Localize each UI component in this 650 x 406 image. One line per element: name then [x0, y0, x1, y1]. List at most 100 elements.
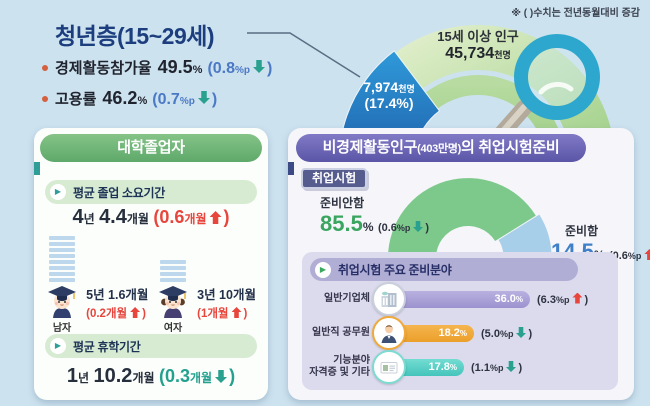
female-value: 3년 10개월: [197, 288, 256, 302]
arrow-down-icon: [413, 221, 423, 232]
bar-value: 18.2: [438, 326, 460, 339]
change-value: (0.6: [153, 207, 185, 227]
title-rest: 의 취업시험준비: [460, 139, 560, 156]
title-main: 비경제활동인구: [322, 139, 418, 156]
section-label: 평균 졸업 소요기간: [73, 185, 165, 200]
panel-accent-tab: [288, 162, 294, 175]
participation-rate-line: 경제활동참가율 49.5 % (0.8 %p ): [42, 57, 272, 78]
footnote: ※ ( )수치는 전년동월대비 증감: [511, 8, 640, 19]
change-value: (0.3: [158, 366, 191, 386]
indicator-value: 46.2: [102, 88, 138, 108]
bar-label: 일반직 공무원: [302, 327, 370, 339]
bullet-icon: [42, 64, 48, 71]
key-indicators: 경제활동참가율 49.5 % (0.8 %p ) 고용률 46.2 % (0.7…: [42, 57, 272, 109]
certificate-card-icon: [372, 350, 406, 384]
months-unit: 개월: [132, 371, 155, 385]
exam-badge: 취업시험: [301, 168, 368, 189]
bar-certificates: 17.8%: [388, 358, 464, 376]
change-value: (1.1: [471, 361, 490, 374]
arrow-down-icon: [253, 60, 265, 73]
prep-fields-title-pill: ▶ 취업시험 주요 준비분야: [310, 258, 578, 281]
building-icon: [372, 282, 406, 316]
bar-label-line1: 기능분야: [333, 355, 370, 366]
years-value: 1: [66, 365, 78, 387]
youth-wedge-label: 7,974천명 (17.4%): [344, 79, 434, 111]
section-graduation-duration: ▶ 평균 졸업 소요기간: [45, 180, 257, 204]
arrow-up-icon: [231, 307, 242, 318]
change-unit: %p: [499, 328, 514, 339]
paren: ): [518, 361, 523, 374]
population-unit: 천명: [494, 50, 511, 60]
arrow-up-icon: [572, 292, 583, 304]
bar-label-line2: 자격증 및 기타: [309, 367, 370, 378]
arrow-up-icon: [130, 307, 141, 318]
exam-prep-panel: 비경제활동인구(403만명)의 취업시험준비 취업시험 준비안함 85.5% (…: [288, 128, 650, 400]
bar-label: 일반기업체: [302, 293, 370, 305]
not-preparing-slice: [388, 178, 536, 254]
civil-servant-icon: [372, 316, 406, 350]
female-label: 여자: [163, 323, 183, 334]
years-unit: 년: [83, 212, 95, 226]
months-value: 10.2: [93, 365, 133, 387]
years-unit: 년: [78, 371, 90, 385]
connector-line: [247, 32, 361, 78]
change-unit: %p: [396, 223, 411, 233]
arrow-down-icon: [516, 327, 526, 338]
bar-value: 36.0: [494, 292, 516, 305]
page-title: 청년층(15~29세): [55, 23, 215, 49]
indicator-change: (0.8: [207, 60, 236, 77]
paren: ): [142, 308, 146, 320]
female-change: (1개월): [197, 305, 264, 321]
prep-fields-subpanel: ▶ 취업시험 주요 준비분야 일반기업체: [302, 252, 618, 390]
leave-duration-value: 1년 10.2개월 (0.3개월): [34, 365, 268, 388]
chevron-right-icon: ▶: [315, 261, 331, 278]
male-graduate-icon: [48, 286, 77, 318]
male-change-value: (0.2개월: [86, 308, 128, 320]
population-value-line: 45,734천명: [398, 45, 558, 63]
bar-label-line1: 일반직 공무원: [312, 327, 370, 338]
graduates-panel-title: 대학졸업자: [40, 134, 262, 162]
paren: ): [267, 60, 273, 77]
paren: ): [528, 327, 533, 340]
paren: ): [243, 308, 248, 320]
youth-share: (17.4%): [364, 95, 414, 111]
male-figure-column: 남자: [42, 234, 82, 334]
section-leave-duration: ▶ 평균 휴학기간: [45, 334, 257, 358]
male-label: 남자: [52, 323, 72, 334]
bullet-icon: [42, 95, 48, 102]
graduates-panel: 대학졸업자 ▶ 평균 졸업 소요기간 4년 4.4개월 (0.6개월): [34, 128, 268, 400]
bar-row-civil-servant: 일반직 공무원 18.2% (5.0%p): [302, 316, 618, 350]
bar-change: (1.1%p): [471, 361, 522, 374]
graduation-duration-value: 4년 4.4개월 (0.6개월): [34, 206, 268, 229]
indicator-value: 49.5: [157, 57, 193, 77]
change-value: (6.3: [537, 293, 556, 306]
paren: ): [425, 222, 430, 234]
gender-comparison: 남자 5년 1.6개월 (0.2개월) 여자: [42, 234, 264, 334]
change-value: (5.0: [481, 327, 500, 340]
female-duration-bars: [160, 260, 187, 282]
months-value: 4.4: [99, 206, 127, 228]
youth-unit: 천명: [398, 84, 415, 94]
bar-label: 기능분야 자격증 및 기타: [302, 355, 370, 379]
paren: ): [584, 293, 589, 306]
indicator-change-unit: %p: [235, 65, 251, 76]
arrow-down-icon: [506, 361, 516, 372]
bar-unit: %: [515, 294, 523, 304]
female-duration-text: 3년 10개월 (1개월): [197, 234, 264, 334]
change-unit: 개월: [184, 212, 207, 226]
indicator-unit: %: [137, 95, 148, 107]
bar-unit: %: [449, 362, 457, 372]
section-label: 평균 휴학기간: [73, 339, 141, 354]
change: (0.6: [377, 222, 397, 234]
not-preparing-value-line: 85.5% (0.6%p): [320, 211, 429, 237]
arrow-down-icon: [198, 91, 210, 104]
paren: ): [223, 207, 230, 227]
employment-rate-line: 고용률 46.2 % (0.7 %p ): [42, 88, 272, 109]
change-unit: 개월: [190, 371, 213, 385]
female-graduate-icon: [159, 286, 188, 318]
indicator-label: 고용률: [55, 91, 97, 108]
male-duration-bars: [49, 236, 76, 282]
not-preparing-label: 준비안함: [320, 196, 365, 210]
youth-value-line: 7,974천명: [344, 79, 434, 95]
